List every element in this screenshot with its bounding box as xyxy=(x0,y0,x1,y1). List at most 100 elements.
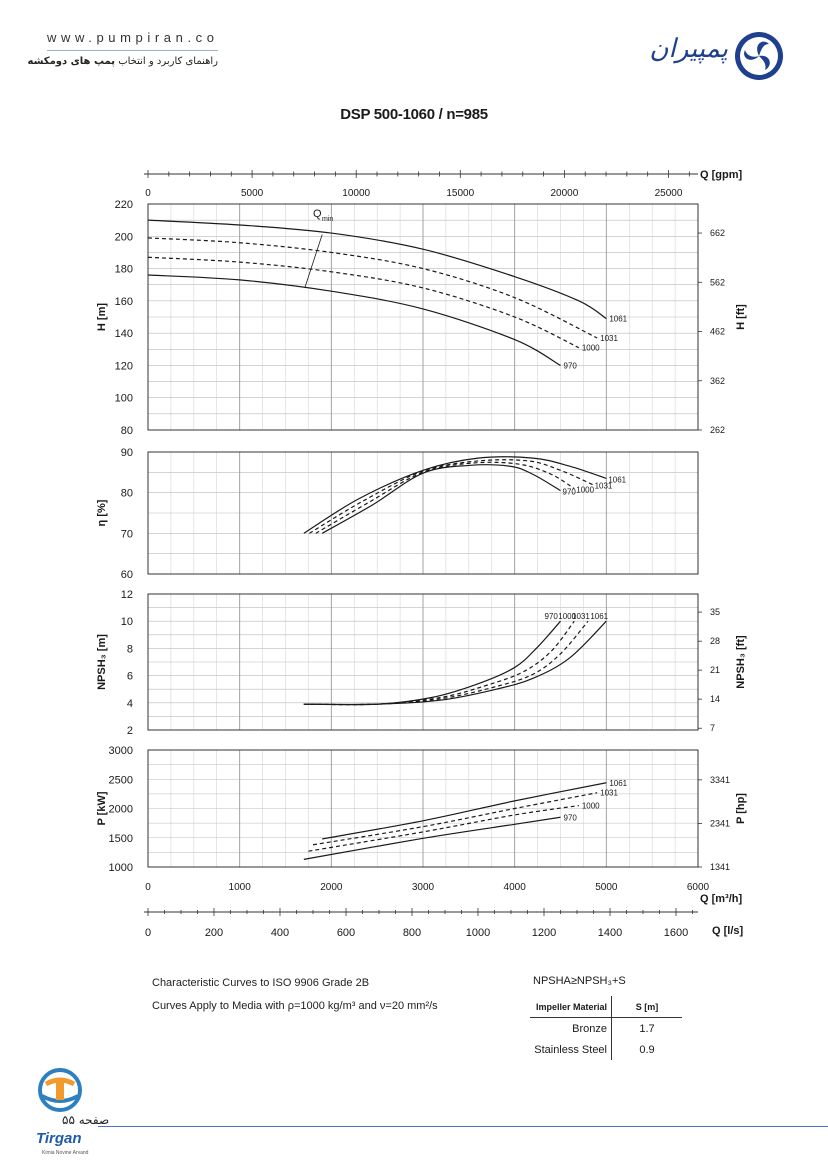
series-line-970 xyxy=(303,816,561,860)
right-tick-label: 7 xyxy=(710,723,715,733)
y-axis-label: H [m] xyxy=(96,303,108,331)
ls-tick-label: 0 xyxy=(145,927,151,939)
right-tick-label: 462 xyxy=(710,327,725,337)
y-tick-label: 1000 xyxy=(109,862,133,874)
s-cell: 0.9 xyxy=(639,1043,655,1056)
qmin-annotation: Q xyxy=(313,208,322,220)
page-number: صفحه ۵۵ xyxy=(62,1113,110,1127)
note-iso: Characteristic Curves to ISO 9906 Grade … xyxy=(152,977,370,989)
panel-frame xyxy=(147,749,699,868)
y-tick-label: 2500 xyxy=(109,774,133,786)
material-cell: Stainless Steel xyxy=(530,1039,612,1060)
gpm-tick-label: 25000 xyxy=(655,188,683,199)
m3h-tick-label: 4000 xyxy=(504,882,527,893)
series-line-1000 xyxy=(308,804,579,852)
series-label: 970 xyxy=(545,612,559,621)
table-header-material: Impeller Material xyxy=(530,996,612,1018)
chart-title: DSP 500-1060 / n=985 xyxy=(340,106,488,123)
y-tick-label: 1500 xyxy=(109,833,133,845)
ls-tick-label: 600 xyxy=(337,927,355,939)
y-tick-label: 60 xyxy=(121,569,133,581)
panel-head: 80 100 120 140 160 180 200 220 H [m] 262 362 462 562… xyxy=(96,199,747,437)
panel-frame xyxy=(147,203,699,431)
qmin-annotation-sub: min xyxy=(322,216,333,223)
m3h-tick-label: 1000 xyxy=(229,882,252,893)
gpm-tick-label: 10000 xyxy=(342,188,370,199)
material-cell: Bronze xyxy=(530,1017,612,1039)
ls-tick-label: 1600 xyxy=(664,927,688,939)
right-tick-label: 262 xyxy=(710,425,725,435)
guide-bold: پمپ های دومکشه xyxy=(27,56,115,67)
website-url[interactable]: www.pumpiran.co xyxy=(47,30,219,45)
gpm-tick-label: 0 xyxy=(145,188,151,199)
brand-block: پمپیران xyxy=(628,30,788,82)
panel-frame xyxy=(147,593,699,731)
footer-divider xyxy=(98,1126,828,1127)
series-line-1000 xyxy=(147,256,580,349)
y-tick-label: 140 xyxy=(115,328,133,340)
table-row: Bronze 1.7 xyxy=(530,1017,682,1039)
series-label: 1000 xyxy=(582,802,600,811)
series-line-1061 xyxy=(303,456,607,534)
gpm-tick-label: 20000 xyxy=(550,188,578,199)
impeller-material-table: Impeller Material S [m] Bronze 1.7 Stain… xyxy=(530,996,682,1060)
right-tick-label: 362 xyxy=(710,376,725,386)
gpm-tick-label: 15000 xyxy=(446,188,474,199)
m3h-tick-label: 2000 xyxy=(320,882,343,893)
series-label: 1000 xyxy=(582,344,600,353)
right-tick-label: 562 xyxy=(710,277,725,287)
y-tick-label: 8 xyxy=(127,643,133,655)
y-tick-label: 2000 xyxy=(109,804,133,816)
right-axis-label: P [hp] xyxy=(735,793,747,824)
series-label: 1031 xyxy=(600,789,618,798)
y-tick-label: 200 xyxy=(115,231,133,243)
ls-tick-label: 400 xyxy=(271,927,289,939)
right-tick-label: 1341 xyxy=(710,862,730,872)
company-name: Tirgan xyxy=(36,1130,82,1147)
m3h-axis-label: Q [m³/h] xyxy=(700,893,742,905)
y-tick-label: 12 xyxy=(121,589,133,601)
right-tick-label: 662 xyxy=(710,228,725,238)
y-tick-label: 6 xyxy=(127,671,133,683)
panel-power: 1000 1500 2000 2500 3000 P [kW] 1341 2341 3341 P … xyxy=(96,745,747,874)
tirgan-logo-icon xyxy=(38,1068,82,1112)
ls-tick-label: 1400 xyxy=(598,927,622,939)
y-tick-label: 100 xyxy=(115,393,133,405)
y-tick-label: 180 xyxy=(115,264,133,276)
ls-axis-label: Q [l/s] xyxy=(712,925,744,937)
table-header-s: S [m] xyxy=(611,996,682,1018)
right-axis-label: H [ft] xyxy=(735,304,747,330)
right-tick-label: 3341 xyxy=(710,775,730,785)
m3h-tick-label: 5000 xyxy=(595,882,618,893)
right-axis-label: NPSH₃ [ft] xyxy=(735,635,747,689)
right-tick-label: 28 xyxy=(710,636,720,646)
series-label: 1000 xyxy=(576,486,594,495)
series-label: 1061 xyxy=(609,779,627,788)
series-line-1031 xyxy=(312,792,598,846)
series-line-1061 xyxy=(147,219,607,320)
right-tick-label: 14 xyxy=(710,694,720,704)
guide-prefix: راهنمای کاربرد و انتخاب xyxy=(118,56,218,67)
series-label: 1000 xyxy=(558,612,576,621)
header-divider xyxy=(47,50,218,51)
series-label: 1061 xyxy=(609,315,627,324)
series-line-1031 xyxy=(309,459,593,534)
company-subtitle: Kimia Novine Arvand xyxy=(42,1150,89,1156)
y-axis-label: η [%] xyxy=(96,499,108,526)
right-tick-label: 35 xyxy=(710,607,720,617)
y-tick-label: 2 xyxy=(127,725,133,737)
ls-tick-label: 800 xyxy=(403,927,421,939)
panel-frame xyxy=(147,451,699,575)
y-tick-label: 80 xyxy=(121,425,133,437)
ls-tick-label: 1200 xyxy=(532,927,556,939)
series-label: 1061 xyxy=(590,612,608,621)
series-label: 1031 xyxy=(572,612,590,621)
ls-tick-label: 1000 xyxy=(466,927,490,939)
y-axis-label: P [kW] xyxy=(96,791,108,825)
ls-tick-label: 200 xyxy=(205,927,223,939)
series-label: 970 xyxy=(563,488,577,497)
series-line-1031 xyxy=(147,237,598,339)
table-row: Stainless Steel 0.9 xyxy=(530,1039,682,1060)
